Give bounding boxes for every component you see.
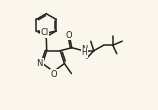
- Text: H: H: [82, 48, 87, 57]
- Text: Cl: Cl: [41, 28, 49, 37]
- Text: O: O: [66, 31, 73, 40]
- Text: O: O: [51, 70, 57, 79]
- Text: N: N: [81, 45, 88, 54]
- Text: N: N: [36, 59, 43, 68]
